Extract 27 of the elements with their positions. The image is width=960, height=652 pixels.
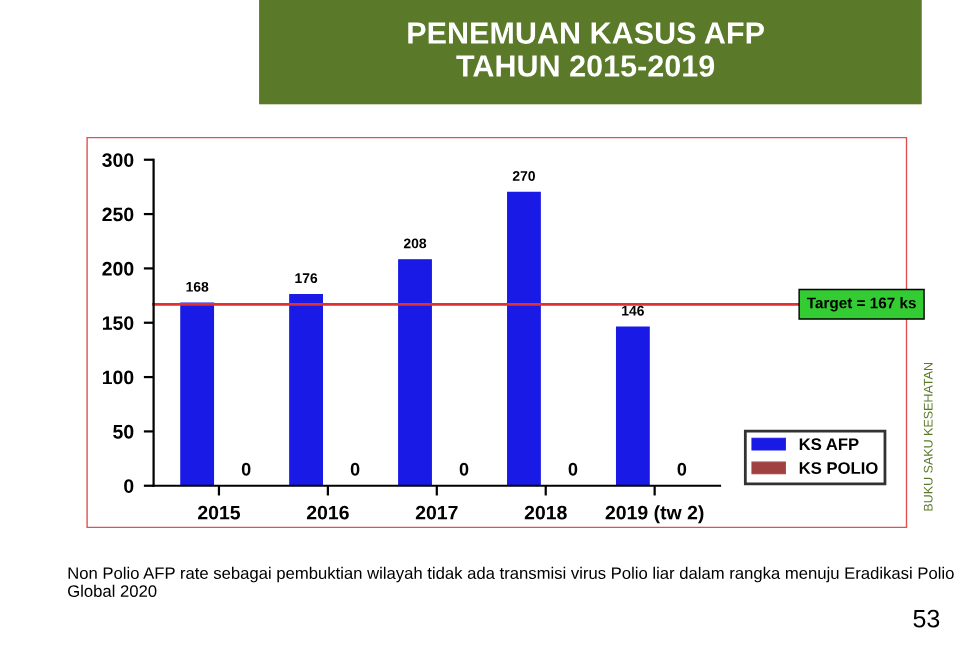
bar xyxy=(398,259,432,486)
bar xyxy=(507,191,541,486)
bar xyxy=(289,293,323,486)
y-tick-label: 200 xyxy=(102,261,134,276)
text: Non Polio AFP rate sebagai pembuktian wilayah tidak ada transmisi virus Polio liar dalam rangka menuju Eradikasi Polio Global 2020 xyxy=(68,566,954,597)
legend-label: KS POLIO xyxy=(799,462,878,474)
legend-label: KS AFP xyxy=(799,438,859,451)
y-tick-label: 250 xyxy=(102,207,134,222)
x-tick-label: 2016 xyxy=(306,505,349,520)
data-label: 0 xyxy=(350,462,360,476)
data-label: 0 xyxy=(677,462,687,476)
y-tick-label: 150 xyxy=(102,316,134,330)
x-tick-label: 2015 xyxy=(198,505,241,520)
y-tick-label: 0 xyxy=(124,479,134,493)
text: 53 xyxy=(913,609,940,628)
y-tick-label: 300 xyxy=(102,153,134,167)
x-tick-label: 2019 (tw 2) xyxy=(605,505,704,524)
y-tick-label: 100 xyxy=(102,370,134,385)
data-label: 0 xyxy=(241,462,251,476)
x-tick-label: 2018 xyxy=(524,505,567,520)
y-tick-label: 50 xyxy=(113,424,134,439)
x-tick-label: 2017 xyxy=(415,505,458,520)
data-label: 0 xyxy=(568,462,578,476)
data-label: 0 xyxy=(459,462,469,476)
bar xyxy=(615,326,650,486)
bar xyxy=(180,302,215,486)
chart-title: PENEMUAN KASUS AFP TAHUN 2015-2019 xyxy=(408,22,764,77)
